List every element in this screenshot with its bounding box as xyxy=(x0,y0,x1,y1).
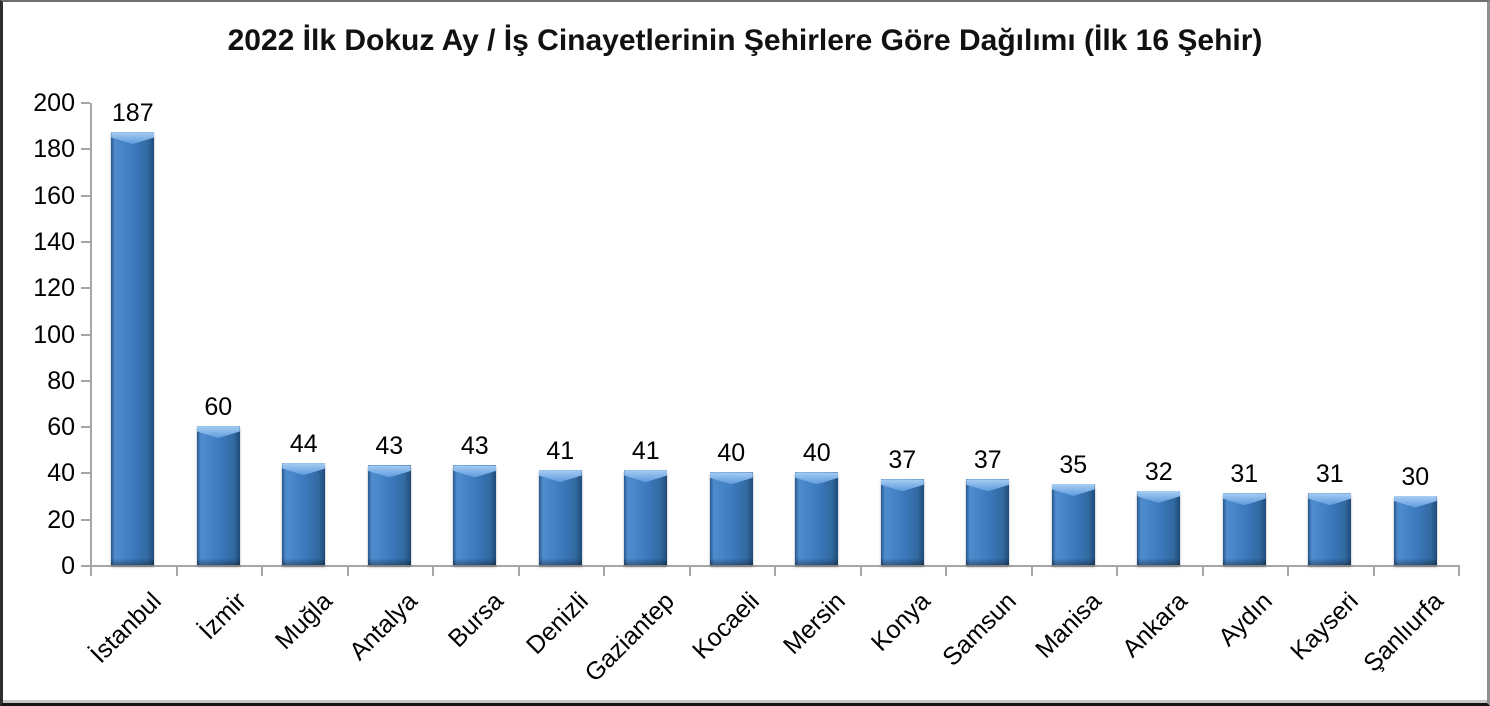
bar-Ankara xyxy=(1137,490,1181,566)
y-axis-tick-label: 200 xyxy=(33,89,75,117)
x-axis-line xyxy=(90,565,1460,567)
y-axis-tick-label: 140 xyxy=(33,227,75,256)
bar-Bursa xyxy=(453,465,497,565)
x-axis-tick xyxy=(1458,567,1460,576)
bar-Konya xyxy=(880,479,924,565)
bar-value-label: 41 xyxy=(631,437,660,466)
bar-value-label: 43 xyxy=(375,432,404,461)
y-axis-tick xyxy=(81,333,90,336)
bar-Gaziantep xyxy=(624,470,668,565)
bar-Manisa xyxy=(1051,483,1095,565)
x-axis-tick xyxy=(517,567,520,576)
bar-Şanlıurfa xyxy=(1393,495,1437,566)
x-axis-tick xyxy=(1201,567,1204,576)
bar-value-label: 31 xyxy=(1315,460,1344,489)
bar-value-label: 40 xyxy=(802,439,831,468)
y-axis-tick-label: 100 xyxy=(33,320,75,349)
bar-value-label: 37 xyxy=(888,446,917,475)
y-axis-tick xyxy=(81,148,90,151)
y-axis-tick xyxy=(81,194,90,197)
x-axis-tick xyxy=(774,567,776,576)
bar-value-label: 187 xyxy=(111,99,154,128)
y-axis-tick xyxy=(81,102,90,104)
x-axis-tick xyxy=(603,567,605,576)
y-axis-tick xyxy=(81,565,90,567)
y-axis-tick-label: 0 xyxy=(61,552,75,580)
bar-Denizli xyxy=(538,470,582,565)
bar-Kayseri xyxy=(1308,493,1352,565)
bar-Mersin xyxy=(795,472,839,565)
y-axis-line xyxy=(90,103,92,567)
x-axis-tick xyxy=(688,567,691,576)
x-axis-tick xyxy=(859,567,862,576)
y-axis-tick xyxy=(81,426,90,429)
bar-value-label: 40 xyxy=(717,439,746,468)
y-axis-tick-label: 180 xyxy=(33,135,75,164)
bar-value-label: 35 xyxy=(1059,450,1088,479)
y-axis-tick-label: 120 xyxy=(33,274,75,303)
bar-value-label: 30 xyxy=(1401,462,1430,491)
x-axis-tick xyxy=(1116,567,1118,576)
x-axis-tick xyxy=(432,567,434,576)
bar-value-label: 32 xyxy=(1144,457,1173,486)
bar-value-label: 37 xyxy=(973,446,1002,475)
bar-value-label: 41 xyxy=(546,437,575,466)
bar-value-label: 60 xyxy=(204,393,233,422)
bar-İzmir xyxy=(196,426,240,565)
y-axis-tick xyxy=(81,379,90,382)
y-axis-tick-label: 40 xyxy=(47,459,75,488)
y-axis-tick xyxy=(81,518,90,521)
x-axis-tick xyxy=(90,567,92,576)
x-axis-tick xyxy=(945,567,947,576)
bar-Kocaeli xyxy=(709,472,753,565)
bar-value-label: 44 xyxy=(289,430,318,459)
bar-value-label: 43 xyxy=(460,432,489,461)
x-axis-tick xyxy=(261,567,263,576)
bar-Aydın xyxy=(1222,493,1266,565)
y-axis-tick xyxy=(81,287,90,290)
y-axis-tick-label: 60 xyxy=(47,413,75,442)
bar-Samsun xyxy=(966,479,1010,565)
chart-title: 2022 İlk Dokuz Ay / İş Cinayetlerinin Şe… xyxy=(227,24,1263,57)
y-axis-tick xyxy=(81,240,90,243)
y-axis-tick xyxy=(81,472,90,475)
bar-Antalya xyxy=(367,465,411,565)
bar-İstanbul xyxy=(111,132,155,565)
y-axis-tick-label: 20 xyxy=(47,505,75,534)
x-axis-tick xyxy=(1030,567,1033,576)
x-axis-tick xyxy=(175,567,178,576)
bar-value-label: 31 xyxy=(1230,460,1259,489)
y-axis-tick-label: 80 xyxy=(47,366,75,395)
y-axis-tick-label: 160 xyxy=(33,181,75,210)
x-axis-tick xyxy=(346,567,349,576)
bar-Muğla xyxy=(282,463,326,565)
x-axis-tick xyxy=(1287,567,1289,576)
x-axis-tick xyxy=(1372,567,1375,576)
